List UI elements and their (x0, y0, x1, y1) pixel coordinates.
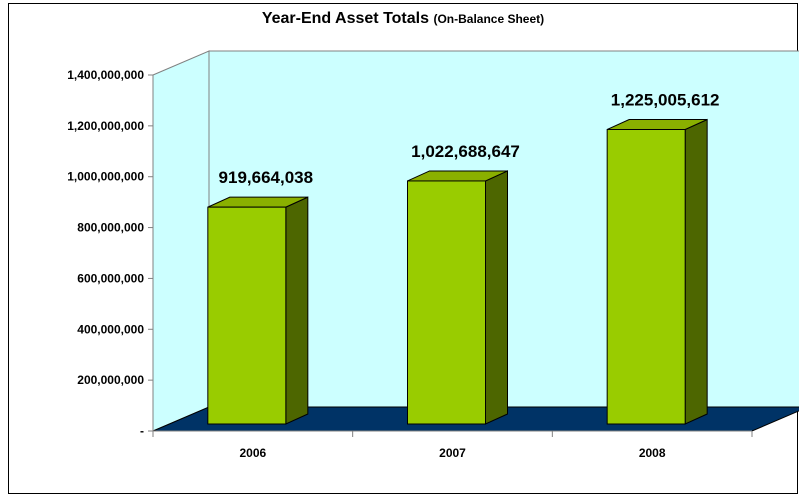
bar-side-face (285, 196, 309, 425)
bar-2008 (606, 118, 708, 425)
bars (207, 118, 708, 425)
data-labels: 919,664,038 1,022,688,647 1,225,005,612 (219, 90, 720, 187)
data-label-2008: 1,225,005,612 (611, 90, 720, 109)
bar-front-face (207, 206, 287, 425)
x-category-label: 2008 (639, 446, 666, 460)
y-tick-label: 1,200,000,000 (67, 119, 144, 133)
y-tick-label: 1,000,000,000 (67, 170, 144, 184)
bar-side-face (485, 170, 508, 425)
chart-title-block: Year-End Asset Totals (On-Balance Sheet) (8, 10, 798, 28)
y-axis: - 200,000,000 400,000,000 600,000,000 800,00… (67, 68, 154, 438)
chart-side-wall (152, 50, 210, 432)
bar-side-face (684, 118, 708, 425)
y-tick-label: 800,000,000 (77, 221, 144, 235)
y-tick-label: - (140, 424, 144, 438)
bar-2007 (407, 170, 508, 425)
x-category-label: 2007 (439, 446, 466, 460)
data-label-2007: 1,022,688,647 (411, 142, 520, 161)
data-label-2006: 919,664,038 (219, 168, 314, 187)
chart-title: Year-End Asset Totals (261, 10, 429, 27)
x-axis: 2006 2007 2008 (152, 430, 753, 460)
x-category-label: 2006 (239, 446, 266, 460)
bar-2006 (207, 196, 309, 425)
y-tick-label: 1,400,000,000 (67, 68, 144, 82)
bar-front-face (407, 180, 486, 425)
y-tick-label: 600,000,000 (77, 271, 144, 285)
chart-subtitle: (On-Balance Sheet) (433, 12, 545, 26)
y-tick-label: 200,000,000 (77, 373, 144, 387)
bar-front-face (606, 128, 686, 425)
y-tick-label: 400,000,000 (77, 322, 144, 336)
